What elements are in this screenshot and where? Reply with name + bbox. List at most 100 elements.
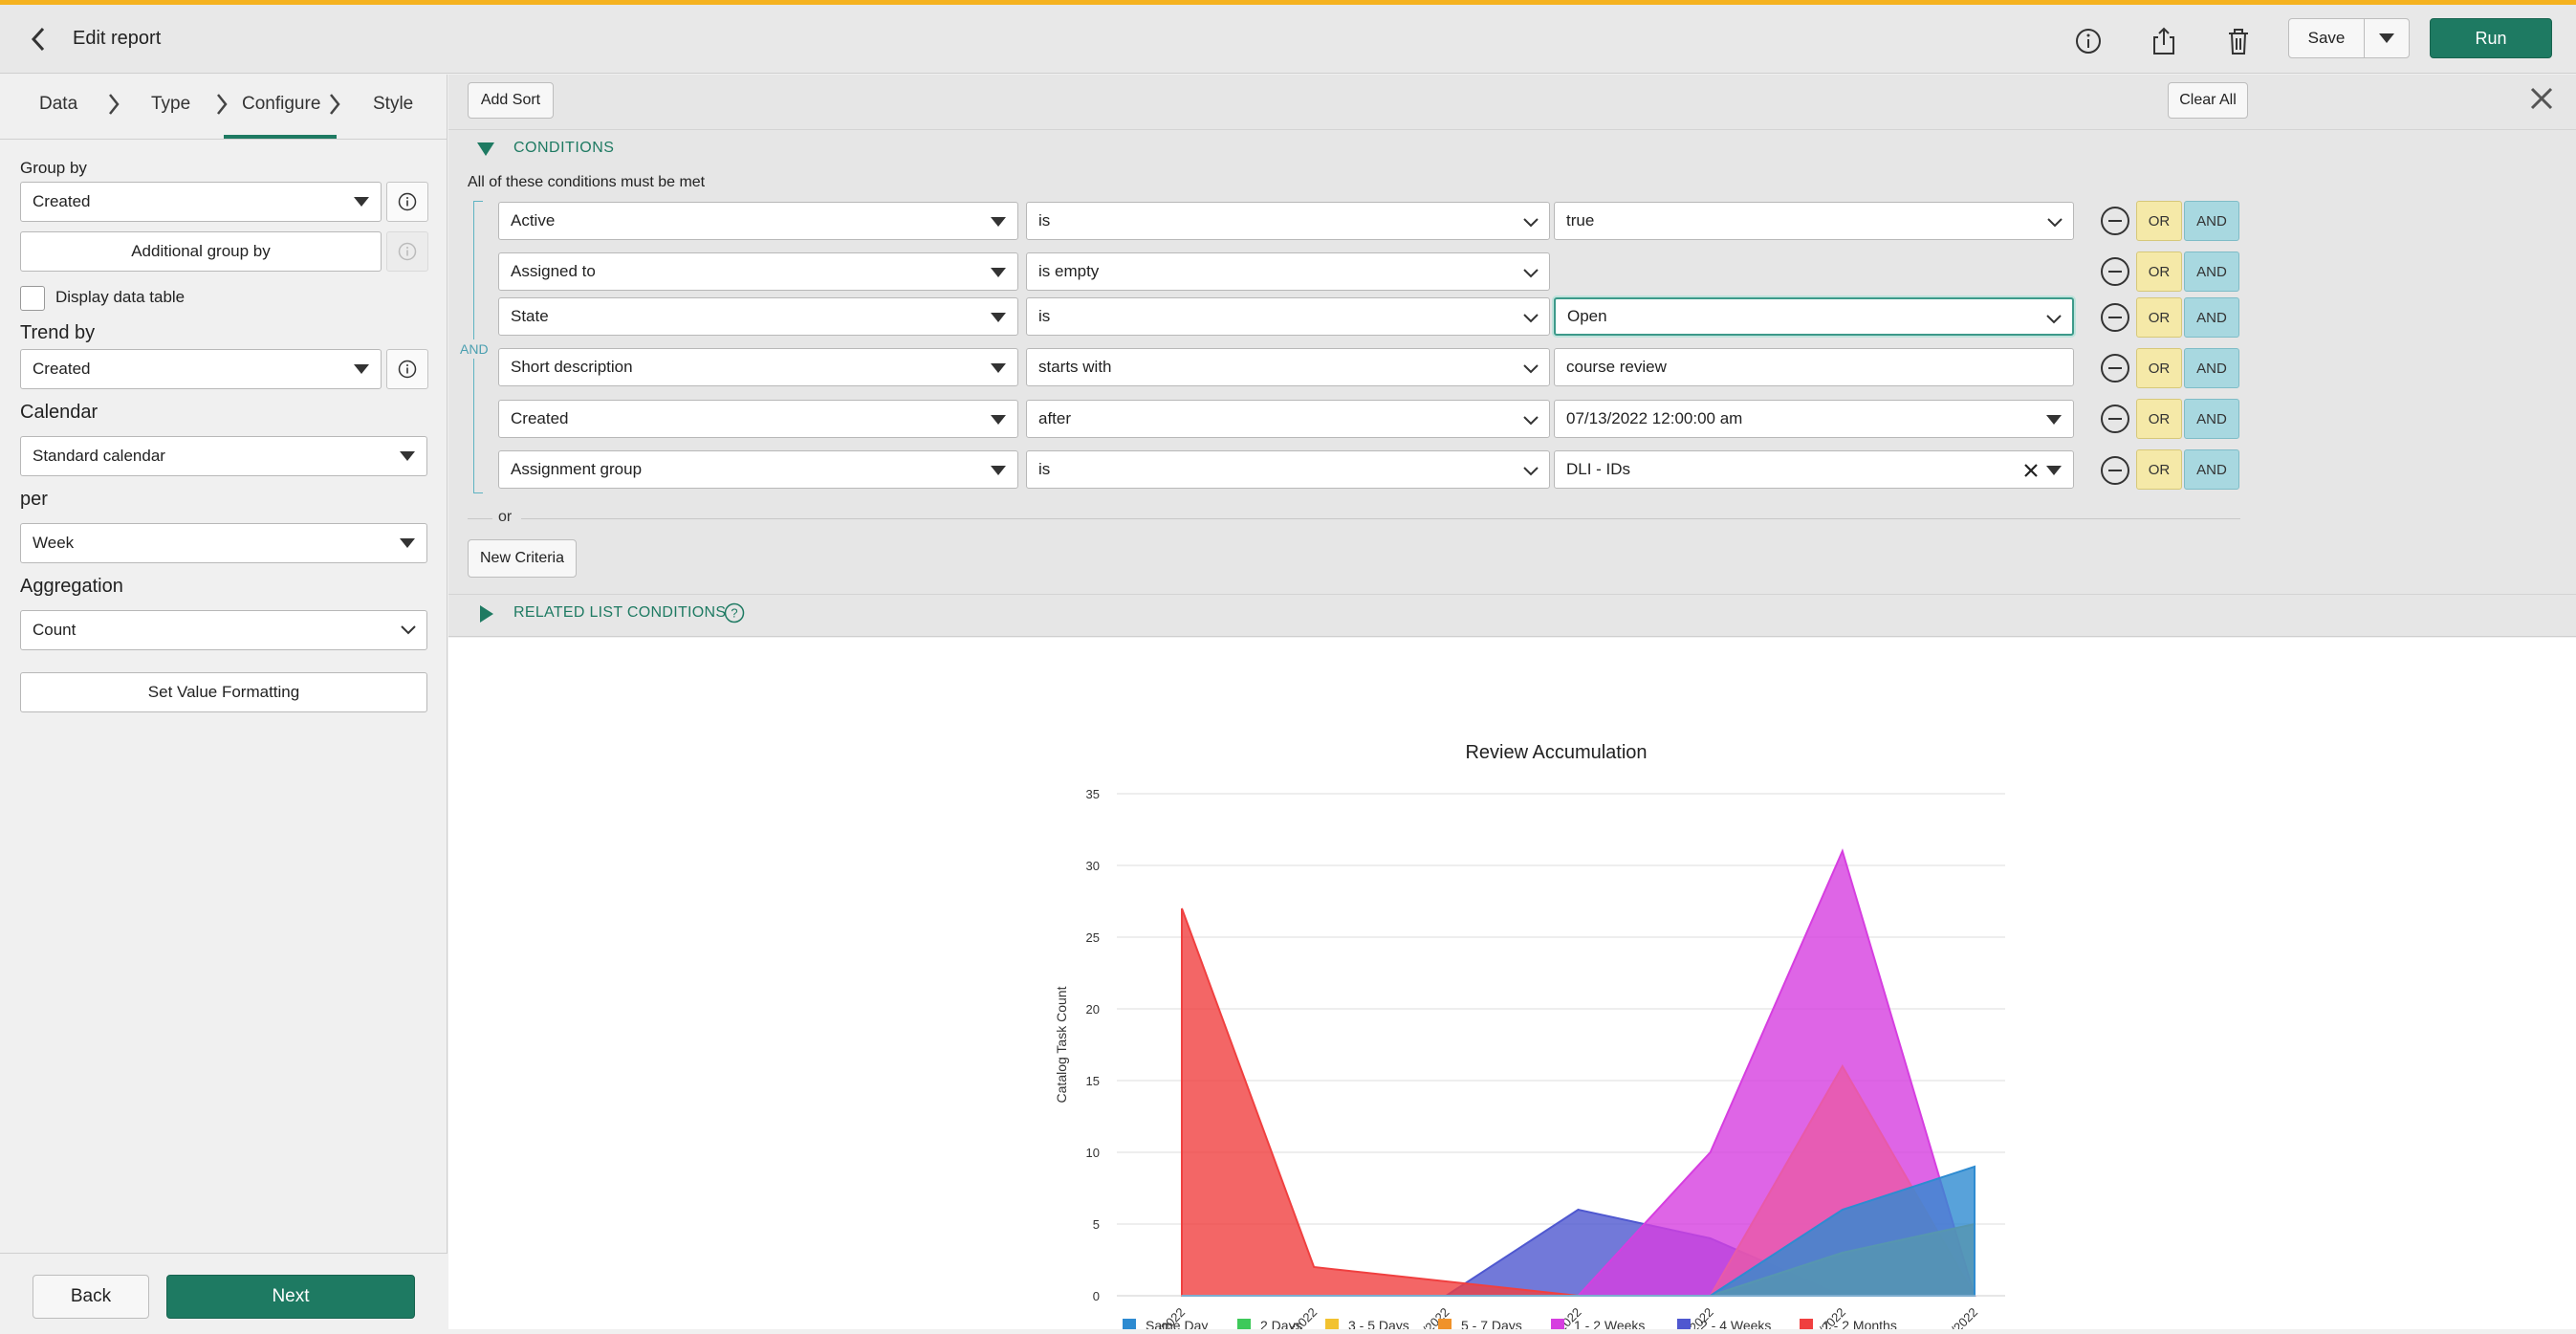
back-button[interactable]: Back (33, 1275, 149, 1319)
condition-operator-select[interactable]: is (1026, 297, 1550, 336)
condition-field-select[interactable]: State (498, 297, 1018, 336)
expand-triangle-icon[interactable] (480, 605, 493, 623)
close-icon[interactable] (2527, 84, 2556, 113)
group-by-label: Group by (20, 159, 87, 177)
condition-operator-select[interactable]: is (1026, 202, 1550, 240)
step-tabs: Data Type Configure Style (0, 75, 448, 140)
tab-type[interactable]: Type (151, 94, 191, 114)
collapse-triangle-icon[interactable] (477, 142, 494, 156)
or-button[interactable]: OR (2136, 348, 2182, 388)
per-value: Week (33, 534, 75, 552)
condition-field-select[interactable]: Assigned to (498, 252, 1018, 291)
condition-operator-select[interactable]: after (1026, 400, 1550, 438)
clear-all-button[interactable]: Clear All (2168, 82, 2248, 119)
next-button[interactable]: Next (166, 1275, 415, 1319)
tab-style[interactable]: Style (373, 94, 414, 114)
display-data-table-checkbox[interactable] (20, 286, 45, 311)
condition-operator-select[interactable]: is empty (1026, 252, 1550, 291)
condition-value-input[interactable]: course review (1554, 348, 2074, 386)
caret-down-icon (991, 217, 1006, 227)
remove-condition-icon[interactable] (2101, 257, 2129, 286)
new-criteria-button[interactable]: New Criteria (468, 539, 577, 578)
per-label: per (20, 489, 48, 510)
remove-condition-icon[interactable] (2101, 303, 2129, 332)
condition-date-select[interactable]: 07/13/2022 12:00:00 am (1554, 400, 2074, 438)
additional-group-by-label: Additional group by (131, 242, 271, 260)
remove-condition-icon[interactable] (2101, 405, 2129, 433)
related-list-conditions-label[interactable]: RELATED LIST CONDITIONS (513, 604, 727, 621)
info-icon (398, 192, 417, 211)
run-button[interactable]: Run (2430, 18, 2552, 58)
clear-icon[interactable] (2023, 463, 2039, 478)
aggregation-select[interactable]: Count (20, 610, 427, 650)
chevron-down-icon (1523, 314, 1539, 323)
legend-swatch (1123, 1319, 1136, 1332)
condition-operator-select[interactable]: is (1026, 450, 1550, 489)
aggregation-value: Count (33, 621, 76, 639)
divider (448, 129, 2576, 130)
or-button[interactable]: OR (2136, 297, 2182, 338)
caret-down-icon (354, 197, 369, 207)
caret-down-icon (2046, 415, 2062, 425)
condition-value-select[interactable]: Open (1554, 297, 2074, 336)
condition-field-select[interactable]: Assignment group (498, 450, 1018, 489)
save-button[interactable]: Save (2288, 18, 2365, 58)
trend-by-select[interactable]: Created (20, 349, 382, 389)
or-button[interactable]: OR (2136, 251, 2182, 292)
and-button[interactable]: AND (2184, 348, 2239, 388)
save-options-dropdown[interactable] (2364, 18, 2410, 58)
legend-label: 2 Days (1260, 1318, 1302, 1329)
or-button[interactable]: OR (2136, 399, 2182, 439)
trend-by-info-button[interactable] (386, 349, 428, 389)
delete-icon[interactable] (2223, 26, 2254, 56)
group-by-select[interactable]: Created (20, 182, 382, 222)
and-button[interactable]: AND (2184, 201, 2239, 241)
add-sort-button[interactable]: Add Sort (468, 82, 554, 119)
remove-condition-icon[interactable] (2101, 207, 2129, 235)
back-arrow-icon[interactable] (29, 26, 48, 57)
caret-down-icon (2046, 466, 2062, 475)
or-button[interactable]: OR (2136, 201, 2182, 241)
condition-field-select[interactable]: Created (498, 400, 1018, 438)
tab-configure[interactable]: Configure (242, 94, 321, 114)
condition-operator-select[interactable]: starts with (1026, 348, 1550, 386)
condition-value-select[interactable]: true (1554, 202, 2074, 240)
legend-swatch (1800, 1319, 1813, 1332)
chart-title: Review Accumulation (1465, 742, 1647, 763)
calendar-select[interactable]: Standard calendar (20, 436, 427, 476)
all-conditions-met-label: All of these conditions must be met (468, 174, 706, 190)
left-footer: Back Next (0, 1253, 448, 1329)
y-axis-label: Catalog Task Count (1054, 986, 1069, 1103)
chevron-down-icon (2046, 315, 2062, 324)
remove-condition-icon[interactable] (2101, 354, 2129, 383)
and-button[interactable]: AND (2184, 251, 2239, 292)
chevron-down-icon (401, 625, 416, 635)
legend-swatch (1237, 1319, 1251, 1332)
or-button[interactable]: OR (2136, 449, 2182, 490)
info-icon[interactable] (2073, 26, 2104, 56)
and-button[interactable]: AND (2184, 297, 2239, 338)
remove-condition-icon[interactable] (2101, 456, 2129, 485)
caret-down-icon (991, 363, 1006, 373)
condition-field-select[interactable]: Active (498, 202, 1018, 240)
per-select[interactable]: Week (20, 523, 427, 563)
caret-down-icon (991, 268, 1006, 277)
help-icon[interactable]: ? (724, 602, 745, 623)
tab-data[interactable]: Data (39, 94, 78, 114)
page-title: Edit report (73, 28, 162, 49)
main-panel: Add Sort Clear All CONDITIONS All of the… (448, 75, 2576, 1334)
additional-group-by-button[interactable]: Additional group by (20, 231, 382, 272)
condition-reference-select[interactable]: DLI - IDs (1554, 450, 2074, 489)
group-by-info-button[interactable] (386, 182, 428, 222)
caret-down-icon (991, 466, 1006, 475)
and-button[interactable]: AND (2184, 399, 2239, 439)
condition-field-select[interactable]: Short description (498, 348, 1018, 386)
conditions-section-label[interactable]: CONDITIONS (513, 140, 615, 156)
y-tick-label: 0 (1093, 1289, 1100, 1303)
set-value-formatting-button[interactable]: Set Value Formatting (20, 672, 427, 712)
left-config-panel: Data Type Configure Style Group by Creat… (0, 75, 448, 1329)
share-icon[interactable] (2149, 26, 2179, 56)
or-separator-label: or (498, 509, 513, 525)
and-button[interactable]: AND (2184, 449, 2239, 490)
display-data-table-label: Display data table (55, 288, 186, 306)
